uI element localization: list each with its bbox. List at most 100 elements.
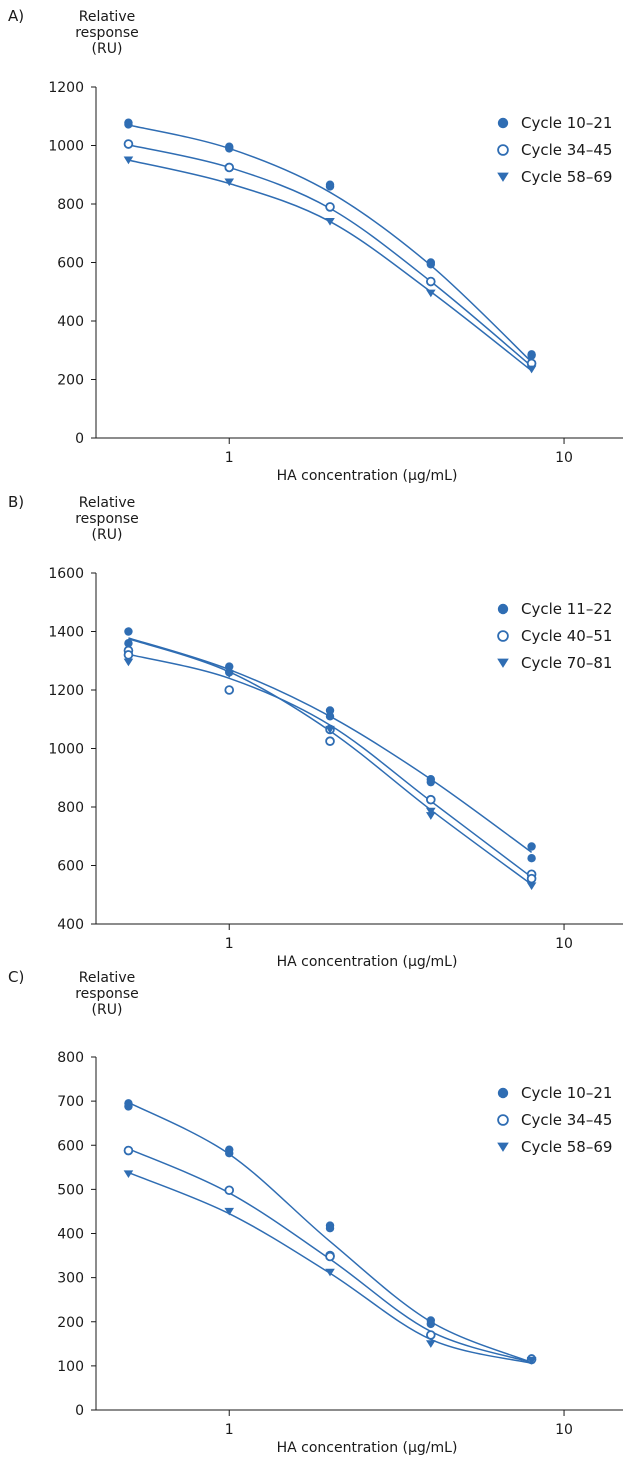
- data-point-series-3: [426, 812, 436, 820]
- y-tick-label: 400: [57, 314, 84, 330]
- y-tick-label: 600: [57, 859, 84, 875]
- y-tick-label: 100: [57, 1359, 84, 1375]
- y-tick-label: 0: [75, 1403, 84, 1419]
- data-point-series-2: [325, 202, 335, 212]
- data-point-series-1: [426, 260, 436, 269]
- data-point-series-2: [526, 873, 537, 884]
- data-point-series-2: [224, 162, 235, 173]
- y-tick-label: 300: [57, 1271, 84, 1287]
- fit-curve-series-3: [128, 638, 533, 886]
- data-point-series-3: [526, 1356, 537, 1365]
- legend-marker-3: [497, 1142, 509, 1152]
- panel-label: C): [8, 968, 24, 986]
- y-tick-label: 800: [57, 800, 84, 816]
- x-tick-label: 1: [225, 936, 234, 952]
- x-tick-label: 10: [555, 450, 573, 466]
- data-point-series-1: [426, 777, 436, 787]
- legend-label: Cycle 70–81: [521, 654, 612, 672]
- y-axis-title-line: response: [75, 511, 139, 527]
- y-tick-label: 0: [75, 431, 84, 447]
- y-tick-label: 400: [57, 917, 84, 933]
- y-tick-label: 1600: [48, 566, 84, 582]
- data-point-series-2: [123, 650, 134, 660]
- legend-label: Cycle 11–22: [521, 600, 612, 618]
- data-point-series-3: [224, 178, 235, 187]
- data-point-series-3: [325, 1268, 335, 1277]
- y-tick-label: 700: [57, 1094, 84, 1110]
- y-tick-label: 1400: [48, 625, 84, 641]
- data-point-series-3: [526, 882, 537, 891]
- data-point-series-3: [426, 289, 436, 298]
- legend-marker-1: [497, 117, 509, 129]
- data-point-series-1: [325, 182, 335, 191]
- y-tick-label: 500: [57, 1182, 84, 1198]
- fit-curve-series-1: [128, 1101, 532, 1364]
- data-point-series-1: [225, 1148, 234, 1158]
- x-tick-label: 10: [555, 936, 573, 952]
- legend-label: Cycle 58–69: [521, 1138, 612, 1156]
- y-tick-label: 800: [57, 197, 84, 213]
- y-axis-title-line: (RU): [92, 1002, 123, 1018]
- data-point-series-2: [426, 794, 436, 805]
- data-point-series-1: [225, 144, 234, 153]
- data-point-series-1: [527, 351, 536, 360]
- y-axis-title-line: response: [75, 25, 139, 41]
- x-axis-title: HA concentration (µg/mL): [277, 468, 458, 484]
- legend-marker-3: [497, 658, 509, 668]
- x-tick-label: 1: [225, 450, 234, 466]
- y-tick-label: 200: [57, 1315, 84, 1331]
- legend-label: Cycle 34–45: [521, 141, 612, 159]
- y-tick-label: 200: [57, 373, 84, 389]
- data-point-series-2: [123, 1145, 134, 1156]
- data-point-series-1: [124, 639, 133, 648]
- data-point-series-2: [426, 276, 436, 287]
- data-point-series-3: [426, 1340, 436, 1348]
- y-tick-label: 1200: [48, 80, 84, 96]
- data-point-series-1: [325, 1224, 335, 1233]
- legend-marker-2: [497, 1114, 509, 1126]
- data-point-series-1: [325, 706, 335, 715]
- legend-marker-2: [497, 144, 509, 156]
- legend-label: Cycle 10–21: [521, 114, 612, 132]
- fit-curve-series-2: [128, 144, 533, 367]
- y-axis-title-line: (RU): [92, 527, 123, 543]
- y-tick-label: 1000: [48, 742, 84, 758]
- y-axis-title-line: Relative: [79, 9, 135, 25]
- y-tick-label: 1200: [48, 683, 84, 699]
- data-point-series-2: [224, 685, 235, 695]
- y-axis-title-line: (RU): [92, 41, 123, 57]
- data-point-series-1: [527, 842, 536, 851]
- data-point-series-1: [225, 662, 234, 671]
- data-point-series-2: [224, 1185, 235, 1196]
- y-tick-label: 800: [57, 1050, 84, 1066]
- fit-curve-series-1: [128, 124, 533, 363]
- y-tick-label: 1000: [48, 139, 84, 155]
- data-point-series-3: [426, 807, 436, 816]
- data-point-series-3: [123, 658, 134, 667]
- data-point-series-3: [325, 725, 335, 734]
- data-point-series-3: [123, 156, 134, 165]
- data-point-series-2: [426, 1330, 436, 1340]
- y-tick-label: 600: [57, 1138, 84, 1154]
- legend-label: Cycle 40–51: [521, 627, 612, 645]
- legend-marker-3: [497, 172, 509, 182]
- x-tick-label: 10: [555, 1422, 573, 1438]
- data-point-series-3: [123, 1170, 134, 1179]
- data-point-series-3: [526, 365, 537, 374]
- data-point-series-2: [325, 1251, 335, 1262]
- y-tick-label: 600: [57, 256, 84, 272]
- panel-label: A): [8, 7, 24, 25]
- data-point-series-3: [224, 1207, 235, 1216]
- y-axis-title-line: response: [75, 986, 139, 1002]
- legend-label: Cycle 10–21: [521, 1084, 612, 1102]
- y-axis-title-line: Relative: [79, 495, 135, 511]
- legend-label: Cycle 34–45: [521, 1111, 612, 1129]
- data-point-series-3: [325, 217, 335, 226]
- data-point-series-1: [325, 712, 335, 721]
- fit-curve-series-3: [128, 1171, 532, 1364]
- data-point-series-1: [124, 120, 133, 129]
- x-tick-label: 1: [225, 1422, 234, 1438]
